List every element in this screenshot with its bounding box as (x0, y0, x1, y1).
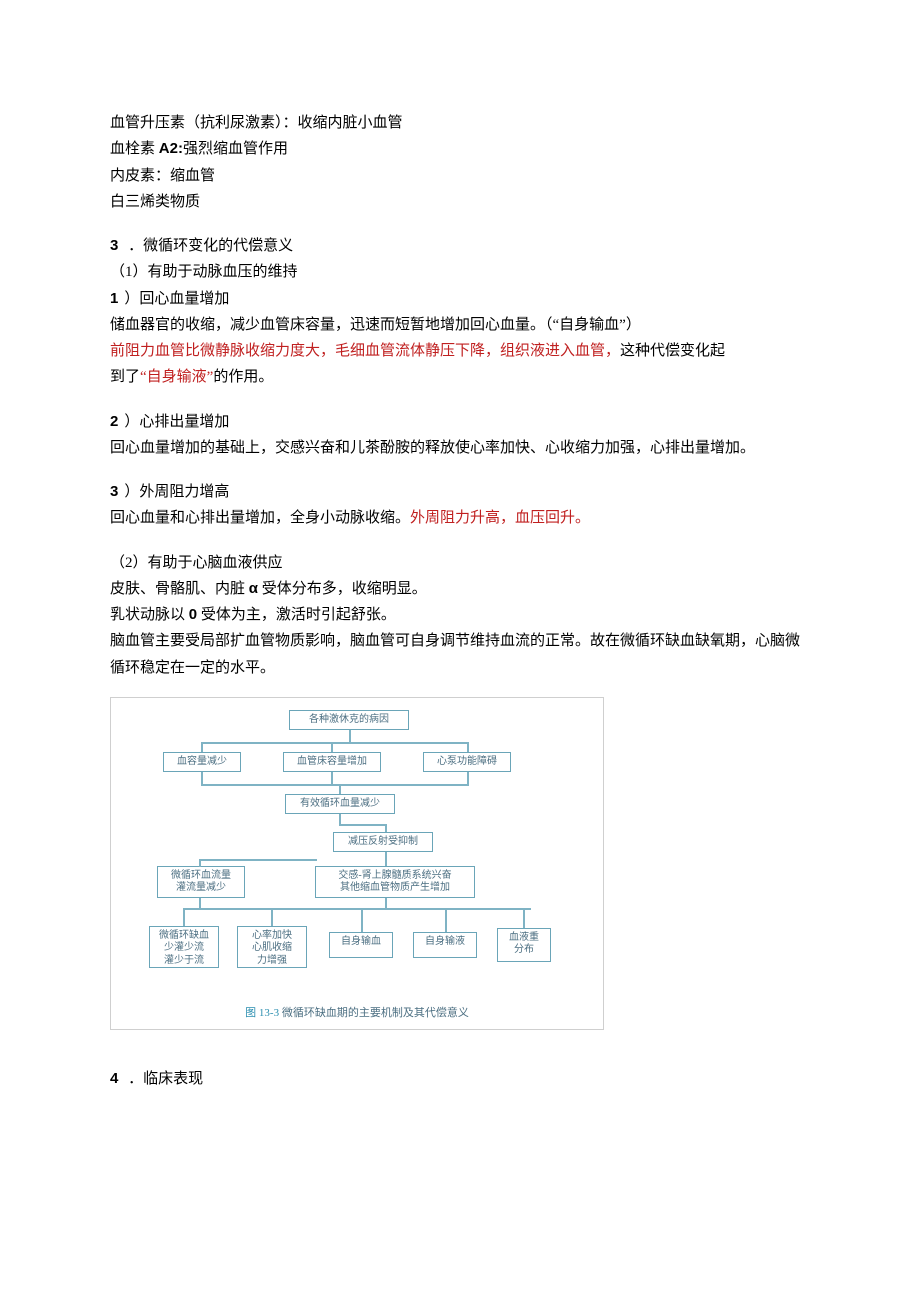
flowchart-connector (339, 814, 341, 824)
flowchart-connector (361, 908, 363, 932)
text: 受体分布多，收缩明显。 (258, 581, 427, 597)
flowchart-node: 心率加快心肌收缩力增强 (237, 926, 307, 968)
flowchart-connector (331, 742, 333, 752)
figure-caption: 图 13-3 微循环缺血期的主要机制及其代偿意义 (117, 1004, 597, 1023)
figure-number: 图 13-3 (245, 1007, 279, 1019)
flowchart-connector (523, 908, 525, 928)
item-title: ）回心血量增加 (124, 291, 229, 307)
text: 受体为主，激活时引起舒张。 (197, 607, 396, 623)
section-heading: 4 ．临床表现 (110, 1066, 810, 1092)
flowchart-connector (385, 824, 387, 832)
text-line: 前阻力血管比微静脉收缩力度大，毛细血管流体静压下降，组织液进入血管，这种代偿变化… (110, 338, 810, 364)
spacer (110, 1030, 810, 1048)
text: 强烈缩血管作用 (183, 141, 288, 157)
flowchart-node: 血管床容量增加 (283, 752, 381, 772)
flowchart-node: 微循环血流量灌流量减少 (157, 866, 245, 898)
item-number: 3 (110, 483, 118, 500)
flowchart-node: 血容量减少 (163, 752, 241, 772)
flowchart-node: 微循环缺血少灌少流灌少于流 (149, 926, 219, 968)
flowchart-connector (271, 908, 273, 926)
text: 到了 (110, 369, 140, 385)
figure-caption-text: 微循环缺血期的主要机制及其代偿意义 (279, 1007, 469, 1019)
text-bold: A2: (159, 140, 183, 157)
flowchart-node: 各种激休克的病因 (289, 710, 409, 730)
section-title: ．微循环变化的代偿意义 (124, 238, 293, 254)
text-line: 白三烯类物质 (110, 189, 810, 215)
flowchart-node: 心泵功能障碍 (423, 752, 511, 772)
item-title: ）心排出量增加 (124, 414, 229, 430)
flowchart-connector (331, 772, 333, 784)
text-emphasis: 外周阻力升高，血压回升。 (410, 510, 590, 526)
flowchart-connector (349, 730, 351, 742)
text: 的作用。 (213, 369, 273, 385)
flowchart-connector (183, 908, 531, 910)
text-line: 储血器官的收缩，减少血管床容量，迅速而短暂地增加回心血量。（“自身输血”） (110, 312, 810, 338)
flowchart-connector (183, 908, 185, 926)
flowchart-connector (467, 742, 469, 752)
spacer (110, 461, 810, 479)
item-number: 1 (110, 290, 118, 307)
flowchart-connector (201, 772, 203, 784)
text-line: 内皮素：缩血管 (110, 163, 810, 189)
text-line: 脑血管主要受局部扩血管物质影响，脑血管可自身调节维持血流的正常。故在微循环缺血缺… (110, 628, 810, 681)
text: 皮肤、骨骼肌、内脏 (110, 581, 249, 597)
flowchart-connector (339, 784, 341, 794)
flowchart-connector (385, 898, 387, 908)
section-number: 4 (110, 1070, 118, 1087)
text: 血栓素 (110, 141, 159, 157)
section-number: 3 (110, 237, 118, 254)
section-title: ．临床表现 (124, 1071, 203, 1087)
flowchart-node: 有效循环血量减少 (285, 794, 395, 814)
text-line: 到了“自身输液”的作用。 (110, 364, 810, 390)
text-emphasis: “自身输液” (140, 369, 213, 385)
text-bold: 0 (189, 606, 197, 623)
text-line: 血栓素 A2:强烈缩血管作用 (110, 136, 810, 162)
flowchart-connector (199, 859, 317, 861)
item-title: ）外周阻力增高 (124, 484, 229, 500)
item-number: 2 (110, 413, 118, 430)
text-emphasis: 前阻力血管比微静脉收缩力度大，毛细血管流体静压下降，组织液进入血管， (110, 343, 620, 359)
item-heading: 3 ）外周阻力增高 (110, 479, 810, 505)
item-heading: 2 ）心排出量增加 (110, 409, 810, 435)
flowchart-connector (445, 908, 447, 932)
flowchart-node: 血液重分布 (497, 928, 551, 962)
flowchart-connector (199, 898, 201, 908)
spacer (110, 681, 810, 691)
spacer (110, 215, 810, 233)
text: 这种代偿变化起 (620, 343, 725, 359)
text-line: 乳状动脉以 0 受体为主，激活时引起舒张。 (110, 602, 810, 628)
flowchart-node: 自身输血 (329, 932, 393, 958)
flowchart-connector (339, 824, 387, 826)
flowchart-connector (467, 772, 469, 784)
flowchart-connector (385, 852, 387, 866)
spacer (110, 532, 810, 550)
subsection-heading: （1）有助于动脉血压的维持 (110, 259, 810, 285)
subsection-heading: （2）有助于心脑血液供应 (110, 550, 810, 576)
text-bold: α (249, 580, 258, 597)
document-page: 血管升压素（抗利尿激素）：收缩内脏小血管 血栓素 A2:强烈缩血管作用 内皮素：… (0, 0, 920, 1152)
flowchart-node: 减压反射受抑制 (333, 832, 433, 852)
text: 乳状动脉以 (110, 607, 189, 623)
section-heading: 3 ．微循环变化的代偿意义 (110, 233, 810, 259)
flowchart-connector (199, 859, 201, 867)
spacer (110, 1048, 810, 1066)
text-line: 血管升压素（抗利尿激素）：收缩内脏小血管 (110, 110, 810, 136)
flowchart-canvas: 各种激休克的病因血容量减少 血管床容量增加 心泵功能障碍有效循环血量减少减压反射受抑… (117, 704, 585, 1004)
text: 回心血量和心排出量增加，全身小动脉收缩。 (110, 510, 410, 526)
flowchart-connector (201, 742, 203, 752)
flowchart-connector (201, 742, 469, 744)
flowchart-figure: 各种激休克的病因血容量减少 血管床容量增加 心泵功能障碍有效循环血量减少减压反射受抑… (110, 697, 604, 1030)
flowchart-node: 自身输液 (413, 932, 477, 958)
flowchart-connector (201, 784, 469, 786)
item-heading: 1 ）回心血量增加 (110, 286, 810, 312)
flowchart-node: 交感-肾上腺髓质系统兴奋其他缩血管物质产生增加 (315, 866, 475, 898)
text-line: 回心血量增加的基础上，交感兴奋和儿茶酚胺的释放使心率加快、心收缩力加强，心排出量… (110, 435, 810, 461)
text-line: 回心血量和心排出量增加，全身小动脉收缩。外周阻力升高，血压回升。 (110, 505, 810, 531)
spacer (110, 391, 810, 409)
text-line: 皮肤、骨骼肌、内脏 α 受体分布多，收缩明显。 (110, 576, 810, 602)
